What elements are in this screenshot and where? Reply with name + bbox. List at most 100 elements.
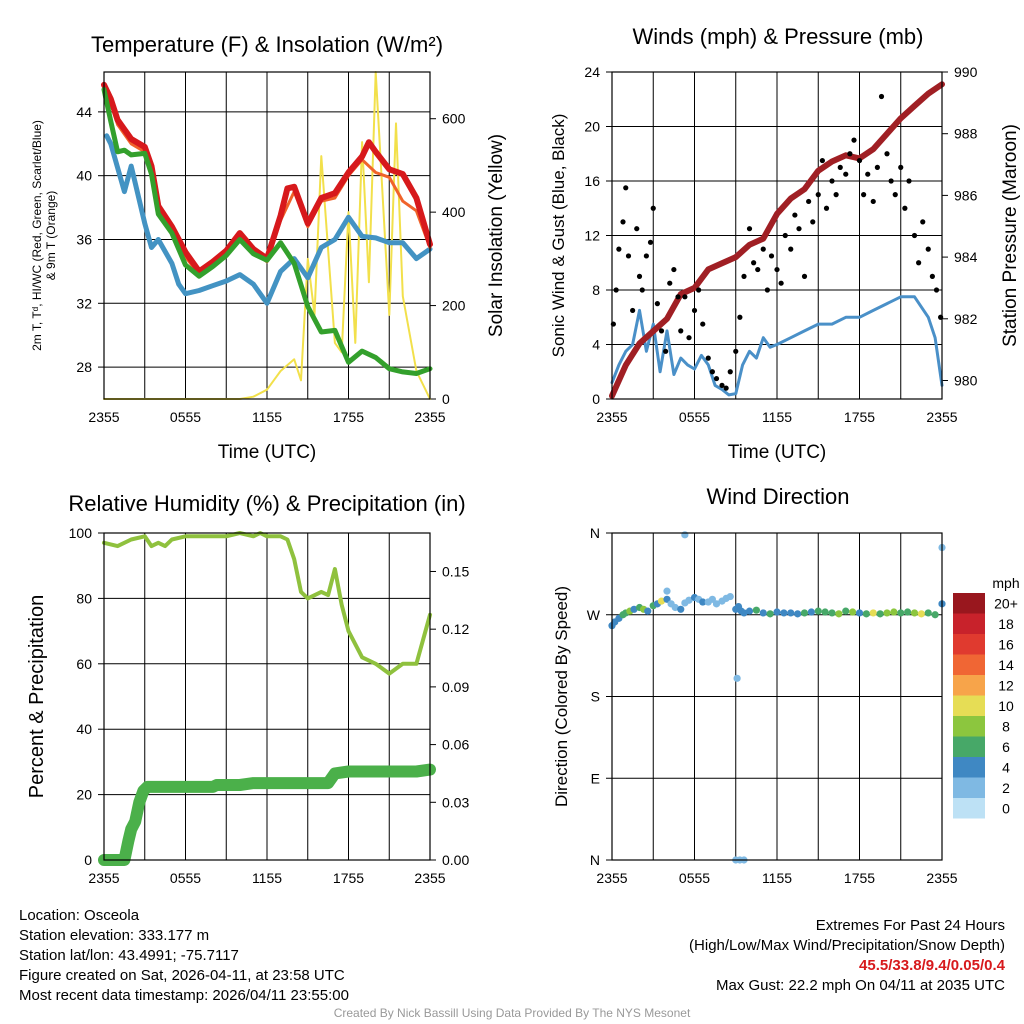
y-tick-label: W	[587, 607, 601, 623]
y2-tick-label: 984	[954, 249, 978, 265]
gust-point	[696, 287, 702, 293]
direction-point	[740, 609, 748, 617]
direction-point	[849, 608, 857, 616]
gust-point	[892, 192, 898, 198]
gust-point	[851, 137, 857, 143]
y-tick-label: 0	[84, 852, 92, 868]
plot-border	[103, 71, 431, 400]
series-line-station-pressure	[609, 81, 945, 399]
gust-point	[764, 287, 770, 293]
y2-tick-label: 0.15	[442, 563, 469, 579]
x-tick-label: 1755	[844, 870, 875, 886]
y-axis-label-line2: & 9m T (Orange)	[44, 191, 58, 281]
max-gust-text: Max Gust: 22.2 mph On 04/11 at 2035 UTC	[715, 977, 1005, 994]
gust-point	[920, 219, 926, 225]
y-tick-label: 60	[76, 656, 92, 672]
direction-point	[890, 608, 898, 616]
x-tick-label: 0555	[170, 870, 201, 886]
created-text: Figure created on Sat, 2026-04-11, at 23…	[19, 967, 345, 984]
legend-title: mph	[992, 575, 1019, 591]
gust-point	[819, 157, 825, 164]
extremes-info: Extremes For Past 24 Hours (High/Low/Max…	[689, 916, 1005, 996]
y-tick-label: S	[591, 689, 600, 705]
gust-point	[774, 266, 780, 273]
gust-point	[705, 355, 711, 361]
direction-point	[869, 609, 877, 617]
elevation-text: Station elevation: 333.177 m	[19, 927, 210, 944]
y2-tick-label: 0.12	[442, 621, 469, 637]
gust-point	[823, 205, 830, 211]
direction-point	[855, 609, 864, 617]
direction-point	[917, 610, 925, 618]
gust-point	[833, 192, 839, 198]
gust-point	[856, 157, 863, 164]
legend-label: 0	[1002, 800, 1010, 816]
gust-point	[667, 280, 673, 286]
direction-point	[699, 598, 707, 606]
direction-point	[862, 610, 870, 618]
legend-label: 4	[1002, 759, 1010, 775]
gust-point	[643, 253, 649, 259]
y-tick-label: 44	[76, 104, 92, 120]
gust-point	[623, 185, 629, 191]
gust-point	[933, 287, 940, 293]
gust-point	[847, 151, 853, 157]
y2-axis-label: Solar Insolation (Yellow)	[486, 134, 507, 337]
latlon-text: Station lat/lon: 43.4991; -75.7117	[19, 947, 239, 964]
gust-point	[911, 232, 918, 239]
gust-point	[625, 253, 632, 259]
x-tick-label: 2355	[596, 409, 627, 425]
y-tick-label: 0	[592, 391, 600, 407]
direction-point	[671, 603, 679, 612]
direction-point	[773, 608, 781, 616]
gust-point	[815, 192, 821, 198]
y2-tick-label: 0.00	[442, 852, 469, 868]
y-tick-label: 40	[76, 721, 92, 737]
y-tick-label: E	[591, 770, 600, 786]
y-tick-label: 28	[76, 359, 92, 375]
legend-swatch	[953, 757, 985, 778]
series-line-dew-point	[101, 87, 433, 376]
gust-point	[719, 382, 725, 388]
gust-point	[709, 369, 715, 375]
direction-point	[897, 609, 905, 617]
gust-point	[639, 287, 645, 293]
legend-label: 16	[998, 636, 1014, 652]
y2-tick-label: 600	[442, 111, 466, 127]
direction-point	[745, 607, 754, 615]
series-line-relative-humidity	[102, 531, 432, 676]
gust-point	[829, 178, 835, 184]
direction-point	[876, 610, 884, 618]
gust-point	[810, 219, 816, 225]
legend-swatch	[953, 695, 985, 716]
x-tick-label: 2355	[414, 409, 445, 425]
y2-tick-label: 982	[954, 311, 978, 327]
legend-label: 8	[1002, 718, 1010, 734]
x-tick-label: 2355	[926, 409, 957, 425]
y-tick-label: 20	[76, 787, 92, 803]
station-info: Location: Osceola Station elevation: 333…	[19, 906, 349, 1006]
gust-point	[861, 192, 867, 198]
y2-tick-label: 0	[442, 391, 450, 407]
plot-border	[103, 532, 431, 861]
y-tick-label: 8	[592, 282, 600, 298]
y-axis-label: Percent & Precipitation	[26, 595, 48, 798]
y-tick-label: 100	[69, 525, 93, 541]
gust-point	[898, 164, 904, 170]
plot-border	[611, 71, 943, 400]
gust-point	[884, 151, 890, 157]
gust-point	[650, 205, 656, 211]
legend-swatch	[953, 654, 985, 675]
series-line-solar-insolation	[103, 71, 431, 400]
location-text: Location: Osceola	[19, 907, 140, 924]
gust-point	[713, 375, 720, 382]
gust-point	[870, 198, 876, 205]
gust-point	[806, 198, 812, 205]
gust-point	[782, 232, 788, 239]
gust-point	[878, 93, 885, 100]
x-axis-label: Time (UTC)	[728, 442, 827, 463]
gust-point	[691, 307, 698, 314]
gust-point	[616, 246, 622, 252]
direction-point	[733, 674, 741, 682]
legend-swatch	[953, 675, 985, 696]
